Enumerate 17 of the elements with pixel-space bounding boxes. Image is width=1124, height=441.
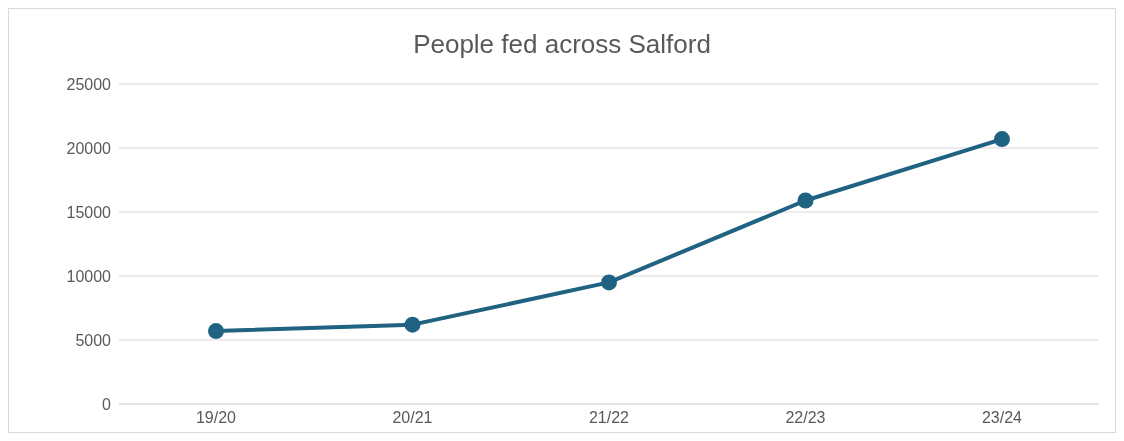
y-tick-label: 5000 [75, 331, 112, 349]
x-tick-label: 21/22 [588, 409, 630, 427]
point [994, 131, 1010, 148]
y-tick-label: 25000 [66, 75, 112, 93]
y-tick-label: 10000 [66, 267, 112, 285]
y-tick-label: 15000 [66, 203, 112, 221]
y-tick-label: 0 [102, 395, 112, 413]
point [404, 316, 421, 333]
x-tick-label: 20/21 [392, 409, 433, 427]
chart-title: People fed across Salford [412, 28, 712, 61]
x-tick-label: 23/24 [981, 409, 1023, 427]
point [601, 274, 617, 291]
point [797, 192, 814, 209]
point [208, 323, 224, 340]
x-tick-label: 22/23 [785, 409, 826, 427]
y-tick-label: 20000 [66, 139, 112, 157]
x-tick-label: 19/20 [195, 409, 237, 427]
